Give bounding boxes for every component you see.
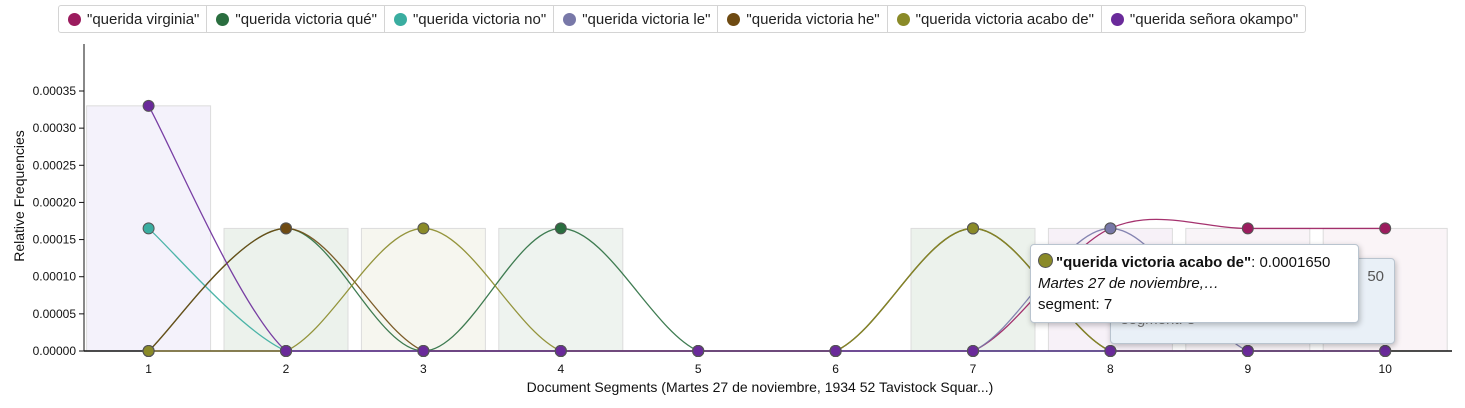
legend-item-0[interactable]: "querida virginia" xyxy=(59,6,208,32)
x-tick-label: 6 xyxy=(832,362,839,376)
legend-label: "querida victoria qué" xyxy=(235,10,377,28)
tooltip-segment-name: Martes 27 de noviembre,… xyxy=(1038,275,1219,292)
data-point xyxy=(1379,222,1392,235)
y-tick-label: 0.00020 xyxy=(33,195,77,209)
legend-label: "querida victoria no" xyxy=(412,10,547,28)
tooltip-segment-number: segment: 7 xyxy=(1038,296,1113,313)
legend: "querida virginia" "querida victoria qué"… xyxy=(58,5,1307,33)
legend-item-5[interactable]: "querida victoria acabo de" xyxy=(888,6,1102,32)
y-tick-label: 0.00000 xyxy=(33,344,77,358)
legend-item-4[interactable]: "querida victoria he" xyxy=(718,6,888,32)
legend-dot-icon xyxy=(68,12,81,26)
data-point xyxy=(692,345,705,357)
legend-label: "querida victoria le" xyxy=(582,10,711,28)
legend-item-6[interactable]: "querida señora okampo" xyxy=(1102,6,1305,32)
legend-item-3[interactable]: "querida victoria le" xyxy=(554,6,719,32)
legend-dot-icon xyxy=(216,12,230,26)
y-tick-label: 0.00005 xyxy=(33,307,77,321)
legend-dot-icon xyxy=(1110,12,1124,26)
x-tick-label: 10 xyxy=(1379,362,1393,376)
data-point xyxy=(554,222,567,235)
legend-label: "querida victoria acabo de" xyxy=(915,10,1094,28)
x-tick-label: 1 xyxy=(145,362,152,376)
legend-label: "querida virginia" xyxy=(87,10,200,28)
data-point xyxy=(142,99,155,112)
legend-label: "querida victoria he" xyxy=(746,10,880,28)
y-tick-label: 0.00010 xyxy=(33,270,77,284)
tooltip-series-name: "querida victoria acabo de" xyxy=(1056,254,1252,271)
x-tick-label: 3 xyxy=(420,362,427,376)
y-tick-label: 0.00030 xyxy=(33,121,77,135)
tooltip-back-value: 50 xyxy=(1367,268,1384,285)
y-tick-label: 0.00025 xyxy=(33,158,77,172)
series-points xyxy=(142,99,1392,357)
tooltip-value: : 0.0001650 xyxy=(1251,254,1331,271)
segment-bar-4 xyxy=(498,227,624,352)
data-point xyxy=(417,345,430,357)
data-point xyxy=(280,222,292,235)
data-point xyxy=(142,222,155,235)
data-point xyxy=(280,345,292,357)
data-point xyxy=(1241,222,1254,235)
legend-item-2[interactable]: "querida victoria no" xyxy=(385,6,555,32)
segment-bar-7 xyxy=(910,227,1036,352)
series-lines xyxy=(148,105,1386,352)
data-point xyxy=(829,345,842,357)
x-tick-label: 2 xyxy=(283,362,290,376)
data-point xyxy=(1379,345,1392,357)
data-point xyxy=(554,345,567,357)
series-line-6 xyxy=(148,105,1386,352)
data-point xyxy=(967,222,979,235)
data-point xyxy=(1104,222,1117,235)
data-point xyxy=(1241,345,1254,357)
data-point xyxy=(417,222,430,235)
data-point xyxy=(967,345,979,357)
segment-bar-2 xyxy=(223,227,349,352)
x-tick-label: 4 xyxy=(557,362,564,376)
legend-dot-icon xyxy=(393,12,407,26)
x-tick-label: 9 xyxy=(1244,362,1251,376)
y-tick-label: 0.00035 xyxy=(33,84,77,98)
legend-dot-icon xyxy=(727,12,741,26)
x-axis-title: Document Segments (Martes 27 de noviembr… xyxy=(527,379,994,395)
legend-dot-icon xyxy=(563,12,577,26)
data-point xyxy=(142,345,155,357)
y-axis-title: Relative Frequencies xyxy=(11,130,27,262)
x-tick-label: 8 xyxy=(1107,362,1114,376)
tooltip-segment-7: "querida victoria acabo de": 0.0001650 M… xyxy=(1030,244,1359,323)
tooltip-series-dot xyxy=(1038,253,1053,268)
segment-bar-3 xyxy=(360,227,486,352)
x-tick-label: 5 xyxy=(695,362,702,376)
data-point xyxy=(1104,345,1117,357)
x-tick-label: 7 xyxy=(970,362,977,376)
legend-item-1[interactable]: "querida victoria qué" xyxy=(207,6,385,32)
y-tick-label: 0.00015 xyxy=(33,233,77,247)
legend-dot-icon xyxy=(896,12,910,26)
legend-label: "querida señora okampo" xyxy=(1129,10,1299,28)
